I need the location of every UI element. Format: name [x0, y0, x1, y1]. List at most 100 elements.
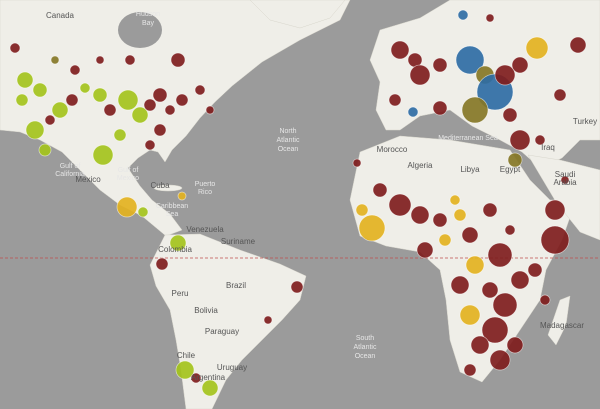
- bubble[interactable]: [113, 128, 127, 142]
- bubble[interactable]: [290, 280, 304, 294]
- bubble[interactable]: [131, 106, 149, 124]
- bubble[interactable]: [432, 212, 448, 228]
- madagascar: [547, 295, 571, 346]
- bubble[interactable]: [65, 93, 79, 107]
- bubble[interactable]: [494, 64, 516, 86]
- bubble[interactable]: [510, 270, 530, 290]
- bubble[interactable]: [9, 42, 21, 54]
- bubble[interactable]: [116, 196, 138, 218]
- bubble[interactable]: [511, 56, 529, 74]
- bubble[interactable]: [38, 143, 52, 157]
- label: Bolivia: [194, 306, 218, 315]
- bubble[interactable]: [455, 45, 485, 75]
- bubble[interactable]: [170, 52, 186, 68]
- bubble[interactable]: [457, 9, 469, 21]
- bubble[interactable]: [509, 129, 531, 151]
- bubble[interactable]: [358, 214, 386, 242]
- bubble[interactable]: [16, 71, 34, 89]
- bubble[interactable]: [463, 363, 477, 377]
- bubble[interactable]: [137, 206, 149, 218]
- bubble[interactable]: [544, 199, 566, 221]
- bubble[interactable]: [201, 379, 219, 397]
- bubble[interactable]: [263, 315, 273, 325]
- label: Paraguay: [205, 327, 239, 336]
- bubble[interactable]: [205, 105, 215, 115]
- bubble[interactable]: [50, 55, 60, 65]
- bubble[interactable]: [502, 107, 518, 123]
- bubble[interactable]: [390, 40, 410, 60]
- bubble[interactable]: [506, 336, 524, 354]
- bubble[interactable]: [416, 241, 434, 259]
- bubble[interactable]: [449, 194, 461, 206]
- bubble[interactable]: [175, 93, 189, 107]
- bubble[interactable]: [432, 57, 448, 73]
- bubble[interactable]: [155, 257, 169, 271]
- bubble[interactable]: [410, 205, 430, 225]
- bubble[interactable]: [461, 96, 489, 124]
- bubble[interactable]: [489, 349, 511, 371]
- bubble[interactable]: [143, 98, 157, 112]
- bubble[interactable]: [79, 82, 91, 94]
- bubble[interactable]: [459, 304, 481, 326]
- bubble[interactable]: [482, 202, 498, 218]
- label: Argentina: [191, 373, 226, 382]
- bubble[interactable]: [553, 88, 567, 102]
- bubble[interactable]: [69, 64, 81, 76]
- label: Gulf of: [60, 163, 81, 170]
- bubble[interactable]: [175, 360, 195, 380]
- bubble[interactable]: [190, 372, 202, 384]
- bubble[interactable]: [95, 55, 105, 65]
- bubble[interactable]: [169, 234, 187, 252]
- bubble[interactable]: [438, 233, 452, 247]
- bubble[interactable]: [485, 13, 495, 23]
- bubble[interactable]: [177, 191, 187, 201]
- bubble[interactable]: [540, 225, 570, 255]
- bubble[interactable]: [407, 106, 419, 118]
- bubble[interactable]: [92, 144, 114, 166]
- bubble[interactable]: [117, 89, 139, 111]
- bubble[interactable]: [15, 93, 29, 107]
- bubble[interactable]: [461, 226, 479, 244]
- bubble[interactable]: [409, 64, 431, 86]
- bubble[interactable]: [487, 242, 513, 268]
- bubble[interactable]: [124, 54, 136, 66]
- bubble[interactable]: [569, 36, 587, 54]
- label: Algeria: [408, 161, 433, 170]
- bubble[interactable]: [194, 84, 206, 96]
- bubble[interactable]: [372, 182, 388, 198]
- bubble[interactable]: [539, 294, 551, 306]
- label: Rico: [198, 189, 212, 196]
- bubble[interactable]: [352, 158, 362, 168]
- label: Libya: [460, 165, 480, 174]
- bubble[interactable]: [453, 208, 467, 222]
- bubble[interactable]: [527, 262, 543, 278]
- bubble[interactable]: [44, 114, 56, 126]
- bubble[interactable]: [432, 100, 448, 116]
- bubble[interactable]: [492, 292, 518, 318]
- bubble[interactable]: [450, 275, 470, 295]
- bubble[interactable]: [534, 134, 546, 146]
- label: Atlantic: [354, 344, 377, 351]
- bubble[interactable]: [25, 120, 45, 140]
- bubble[interactable]: [560, 175, 570, 185]
- bubble[interactable]: [507, 152, 523, 168]
- bubble[interactable]: [92, 87, 108, 103]
- bubble[interactable]: [481, 281, 499, 299]
- bubble[interactable]: [525, 36, 549, 60]
- bubble[interactable]: [103, 103, 117, 117]
- bubble[interactable]: [388, 193, 412, 217]
- label: Morocco: [377, 145, 408, 154]
- bubble[interactable]: [144, 139, 156, 151]
- bubble[interactable]: [51, 101, 69, 119]
- bubble[interactable]: [465, 255, 485, 275]
- bubble[interactable]: [504, 224, 516, 236]
- bubble[interactable]: [153, 123, 167, 137]
- bubble[interactable]: [32, 82, 48, 98]
- bubble[interactable]: [481, 316, 509, 344]
- label: Mexico: [117, 175, 139, 182]
- bubble[interactable]: [152, 87, 168, 103]
- bubble[interactable]: [388, 93, 402, 107]
- bubble[interactable]: [470, 335, 490, 355]
- bubble[interactable]: [164, 104, 176, 116]
- bubble[interactable]: [355, 203, 369, 217]
